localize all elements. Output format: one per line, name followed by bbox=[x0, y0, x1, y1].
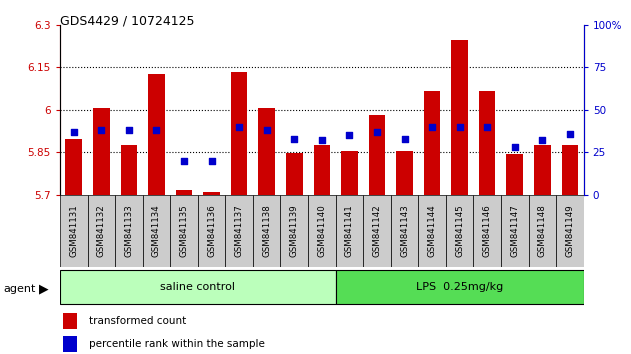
Bar bbox=[369, 115, 385, 195]
Text: GSM841144: GSM841144 bbox=[428, 205, 437, 257]
Text: ▶: ▶ bbox=[39, 282, 49, 295]
Text: LPS  0.25mg/kg: LPS 0.25mg/kg bbox=[416, 282, 504, 292]
Point bbox=[345, 132, 355, 138]
Bar bbox=[148, 74, 165, 195]
Text: GSM841135: GSM841135 bbox=[179, 205, 189, 257]
Bar bbox=[562, 145, 578, 195]
Bar bbox=[231, 72, 247, 195]
Point bbox=[206, 158, 216, 164]
Point bbox=[372, 129, 382, 135]
Text: GSM841142: GSM841142 bbox=[372, 205, 381, 257]
Point bbox=[289, 136, 299, 142]
Text: GSM841134: GSM841134 bbox=[152, 205, 161, 257]
Bar bbox=[63, 336, 77, 352]
Text: GDS4429 / 10724125: GDS4429 / 10724125 bbox=[60, 14, 194, 27]
FancyBboxPatch shape bbox=[225, 195, 253, 267]
Bar bbox=[424, 91, 440, 195]
FancyBboxPatch shape bbox=[198, 195, 225, 267]
Text: GSM841138: GSM841138 bbox=[262, 205, 271, 257]
Bar bbox=[63, 313, 77, 329]
FancyBboxPatch shape bbox=[391, 195, 418, 267]
FancyBboxPatch shape bbox=[115, 195, 143, 267]
Point bbox=[97, 127, 107, 133]
FancyBboxPatch shape bbox=[253, 195, 280, 267]
Text: agent: agent bbox=[3, 284, 35, 293]
Bar bbox=[66, 139, 82, 195]
FancyBboxPatch shape bbox=[88, 195, 115, 267]
Text: GSM841137: GSM841137 bbox=[235, 205, 244, 257]
Text: GSM841141: GSM841141 bbox=[345, 205, 354, 257]
Point bbox=[262, 127, 272, 133]
FancyBboxPatch shape bbox=[363, 195, 391, 267]
Bar bbox=[534, 145, 551, 195]
Text: percentile rank within the sample: percentile rank within the sample bbox=[89, 339, 264, 349]
Bar bbox=[479, 91, 495, 195]
FancyBboxPatch shape bbox=[556, 195, 584, 267]
Point bbox=[565, 131, 575, 136]
Text: transformed count: transformed count bbox=[89, 316, 186, 326]
Bar bbox=[341, 152, 358, 195]
FancyBboxPatch shape bbox=[308, 195, 336, 267]
Point bbox=[179, 158, 189, 164]
Bar bbox=[93, 108, 110, 195]
FancyBboxPatch shape bbox=[336, 195, 363, 267]
Bar bbox=[451, 40, 468, 195]
Bar bbox=[259, 108, 275, 195]
Text: GSM841143: GSM841143 bbox=[400, 205, 409, 257]
Text: GSM841148: GSM841148 bbox=[538, 205, 547, 257]
FancyBboxPatch shape bbox=[418, 195, 446, 267]
Text: GSM841131: GSM841131 bbox=[69, 205, 78, 257]
Point bbox=[124, 127, 134, 133]
Bar bbox=[203, 192, 220, 195]
FancyBboxPatch shape bbox=[529, 195, 556, 267]
FancyBboxPatch shape bbox=[143, 195, 170, 267]
Text: GSM841146: GSM841146 bbox=[483, 205, 492, 257]
FancyBboxPatch shape bbox=[280, 195, 308, 267]
Bar bbox=[314, 145, 330, 195]
Bar bbox=[175, 190, 192, 195]
FancyBboxPatch shape bbox=[60, 195, 88, 267]
FancyBboxPatch shape bbox=[473, 195, 501, 267]
Point bbox=[454, 124, 464, 130]
Text: saline control: saline control bbox=[160, 282, 235, 292]
Point bbox=[537, 137, 547, 143]
Text: GSM841149: GSM841149 bbox=[565, 205, 574, 257]
Text: GSM841139: GSM841139 bbox=[290, 205, 298, 257]
Point bbox=[151, 127, 162, 133]
Point bbox=[427, 124, 437, 130]
Bar bbox=[507, 154, 523, 195]
Text: GSM841132: GSM841132 bbox=[97, 205, 106, 257]
FancyBboxPatch shape bbox=[170, 195, 198, 267]
FancyBboxPatch shape bbox=[60, 270, 336, 304]
Bar bbox=[396, 151, 413, 195]
FancyBboxPatch shape bbox=[501, 195, 529, 267]
FancyBboxPatch shape bbox=[446, 195, 473, 267]
Text: GSM841145: GSM841145 bbox=[455, 205, 464, 257]
Bar bbox=[121, 145, 137, 195]
Point bbox=[399, 136, 410, 142]
Point bbox=[317, 137, 327, 143]
Text: GSM841133: GSM841133 bbox=[124, 205, 133, 257]
Text: GSM841136: GSM841136 bbox=[207, 205, 216, 257]
Text: GSM841140: GSM841140 bbox=[317, 205, 326, 257]
Point bbox=[69, 129, 79, 135]
Point bbox=[482, 124, 492, 130]
Point bbox=[510, 144, 520, 150]
FancyBboxPatch shape bbox=[336, 270, 584, 304]
Text: GSM841147: GSM841147 bbox=[510, 205, 519, 257]
Point bbox=[234, 124, 244, 130]
Bar bbox=[286, 153, 302, 195]
